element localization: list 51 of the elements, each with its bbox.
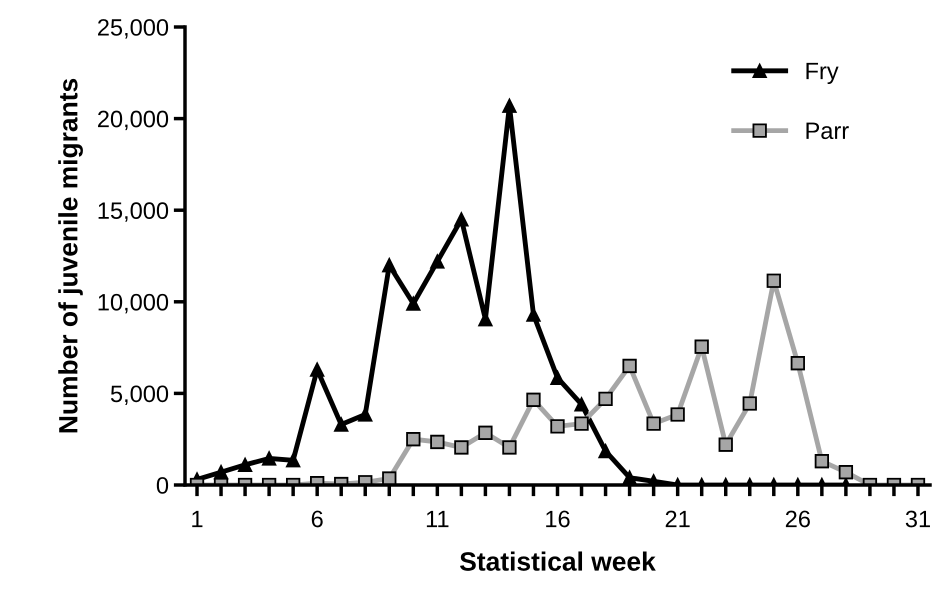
point [334, 417, 348, 432]
point [574, 397, 589, 412]
point [430, 254, 444, 269]
point [454, 212, 469, 227]
point [598, 392, 613, 406]
point [742, 396, 757, 411]
legend-label: Parr [806, 122, 849, 140]
point [478, 426, 493, 440]
point [670, 407, 685, 422]
point [790, 356, 805, 370]
point [502, 440, 517, 455]
x-tick-label: 1 [192, 510, 202, 528]
point [286, 453, 300, 468]
point [382, 471, 396, 485]
point [622, 358, 637, 374]
y-tick-label: 15,000 [98, 202, 168, 222]
point [262, 451, 276, 466]
point [526, 392, 541, 407]
x-tick-label: 26 [786, 510, 810, 528]
point [382, 258, 396, 272]
point [406, 296, 420, 311]
x-tick-label: 6 [312, 510, 323, 528]
point [406, 432, 420, 446]
point [502, 98, 517, 113]
point [454, 440, 469, 455]
point [310, 362, 324, 377]
point [358, 407, 372, 422]
point [550, 370, 565, 385]
point [550, 419, 565, 434]
y-tick-label: 0 [156, 477, 168, 494]
point [598, 444, 613, 458]
point [646, 416, 661, 431]
point [694, 340, 709, 354]
point [766, 274, 781, 288]
y-tick-label: 10,000 [98, 294, 168, 314]
point [430, 434, 444, 450]
point [718, 438, 733, 452]
point [838, 465, 854, 480]
x-axis-title: Statistical week [460, 551, 656, 571]
y-tick-label: 5,000 [110, 385, 168, 405]
x-tick-label: 16 [546, 510, 570, 528]
point [574, 416, 589, 431]
y-tick-label: 20,000 [98, 110, 168, 130]
point [814, 454, 830, 468]
point [238, 458, 252, 472]
y-tick-label: 25,000 [98, 19, 168, 39]
legend-label: Fry [806, 62, 839, 84]
x-tick-label: 21 [666, 510, 690, 528]
y-axis-title: Number of juvenile migrants [58, 78, 83, 432]
x-tick-label: 11 [426, 510, 448, 528]
x-tick-label: 31 [906, 510, 930, 528]
